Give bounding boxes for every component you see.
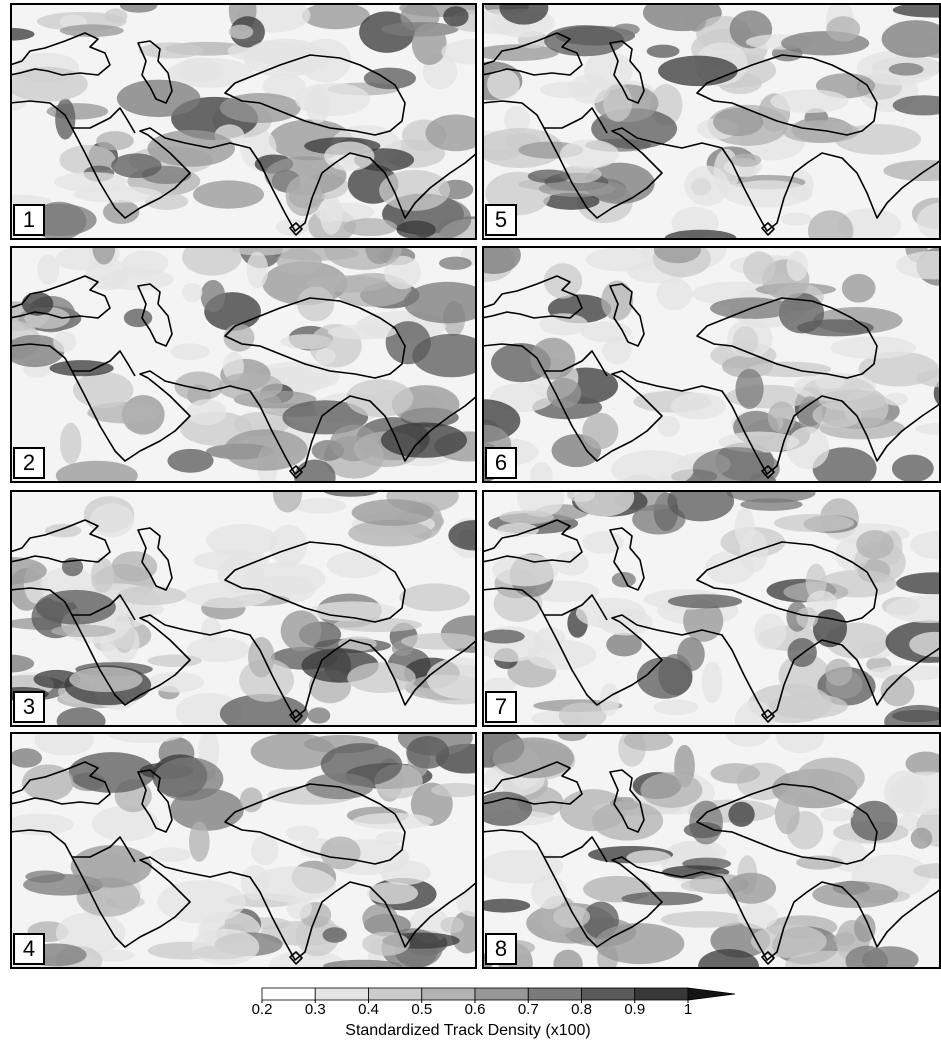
density-field [461,0,941,252]
panel-label: 2 [23,450,35,475]
panel-label: 6 [495,450,507,475]
panel-label: 5 [495,207,507,232]
colorbar-bin [315,988,368,1000]
map-panel: 4 [5,719,499,982]
colorbar-extension [688,988,735,1000]
panel-label: 4 [23,936,35,961]
map-panel: 5 [461,0,941,252]
colorbar-tick-label: 0.3 [305,1001,326,1018]
colorbar-tick-label: 0.2 [252,1001,273,1018]
density-field [452,720,941,983]
colorbar-tick-label: 0.7 [518,1001,539,1018]
figure: 1 2 3 4 5 6 7 8 0.2 0.3 0.4 0.5 0.6 0.7 0.8 0.9 1 Stand… [0,0,941,1053]
map-panel: 6 [444,228,941,490]
density-field [0,225,502,495]
colorbar-tick-label: 0.6 [465,1001,486,1018]
density-field [478,477,941,741]
density-field [0,0,510,259]
colorbar-tick-label: 0.5 [411,1001,432,1018]
density-field [5,719,499,982]
colorbar-bin [369,988,422,1000]
colorbar-tick-label: 1 [684,1001,692,1018]
panel-label: 3 [23,694,35,719]
colorbar-bin [635,988,688,1000]
map-panel: 2 [0,225,502,495]
map-panel: 1 [0,0,510,259]
density-field [444,228,941,490]
colorbar-tick-label: 0.8 [571,1001,592,1018]
map-panel: 7 [478,477,941,741]
colorbar-bin [262,988,315,1000]
colorbar-bin [422,988,475,1000]
map-panel: 8 [452,720,941,983]
colorbar-tick-label: 0.4 [358,1001,379,1018]
colorbar-bin [528,988,581,1000]
colorbar-bin [475,988,528,1000]
panel-label: 8 [495,936,507,961]
colorbar-title: Standardized Track Density (x100) [345,1022,590,1039]
colorbar-bin [582,988,635,1000]
panel-label: 1 [23,207,35,232]
colorbar-tick-label: 0.9 [624,1001,645,1018]
density-field [0,473,503,735]
map-panel: 3 [0,473,503,735]
panel-label: 7 [495,694,507,719]
